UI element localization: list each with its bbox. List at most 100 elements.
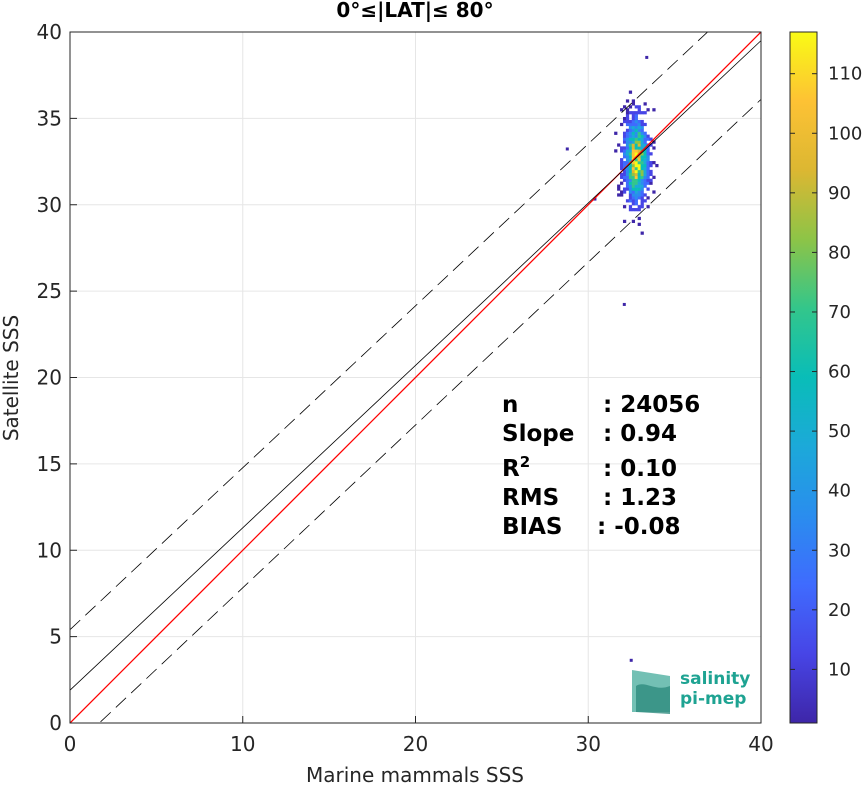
density-cell	[655, 163, 659, 168]
colorbar-tick-label: 90	[828, 183, 851, 204]
density-cell	[646, 155, 650, 159]
density-cell	[622, 134, 627, 138]
density-cell	[628, 105, 633, 109]
density-cell	[637, 140, 641, 144]
density-cell	[637, 184, 641, 188]
density-cell	[628, 208, 633, 212]
density-cell	[631, 140, 636, 144]
density-cell	[634, 152, 638, 156]
density-cell	[628, 181, 633, 185]
density-cell	[631, 137, 636, 141]
density-cell	[640, 131, 644, 135]
density-cell	[625, 158, 630, 162]
density-cell	[643, 152, 647, 156]
density-cell	[622, 169, 627, 174]
stat-value: : 0.94	[603, 421, 677, 447]
stat-value: : 24056	[603, 392, 700, 418]
density-cell	[643, 175, 647, 179]
density-cell	[631, 128, 636, 132]
density-cell	[631, 143, 636, 147]
density-cell	[646, 175, 650, 179]
density-cell	[631, 119, 636, 124]
density-cell	[640, 199, 644, 203]
density-cell	[637, 175, 641, 179]
density-cell	[637, 216, 641, 221]
x-tick-label: 40	[748, 732, 773, 756]
density-cell	[628, 155, 633, 159]
density-cell	[628, 90, 633, 94]
density-cell	[634, 137, 638, 141]
density-cell	[614, 131, 618, 135]
density-cell	[625, 143, 630, 147]
density-cell	[625, 116, 630, 121]
density-cell	[646, 108, 650, 112]
colorbar-tick-label: 110	[828, 64, 862, 85]
density-cell	[637, 208, 641, 212]
density-cell	[637, 149, 641, 153]
density-cell	[637, 187, 641, 191]
fit-lines	[70, 32, 761, 723]
y-tick-label: 30	[37, 193, 62, 217]
density-cell	[622, 161, 627, 165]
density-cell	[637, 161, 641, 165]
density-cell	[634, 163, 638, 168]
y-tick-label: 0	[49, 711, 62, 735]
density-cell	[631, 146, 636, 150]
density-cell	[640, 125, 644, 130]
density-cell	[620, 193, 624, 197]
density-cell	[640, 143, 644, 147]
density-cell	[622, 119, 627, 124]
stat-value: : 1.23	[603, 485, 677, 511]
density-cell	[634, 105, 638, 109]
density-cell	[643, 163, 647, 168]
dashed-bound-line	[70, 32, 709, 631]
density-cell	[628, 184, 633, 188]
density-cell	[625, 114, 630, 118]
stat-label: Slope	[502, 421, 574, 447]
density-cell	[637, 122, 641, 127]
colorbar-tick-label: 40	[828, 481, 851, 502]
density-cell	[637, 111, 641, 115]
colorbar-tick-label: 50	[828, 421, 851, 442]
density-cell	[631, 111, 636, 115]
density-cell	[625, 169, 630, 174]
density-cell	[625, 140, 630, 144]
density-cell	[634, 143, 638, 147]
axis-ticks: 0 10 20 30 40 0 5 10 15 20 25 30 35 40	[37, 20, 774, 756]
density-cell	[622, 175, 627, 179]
density-cell	[637, 146, 641, 150]
density-cell	[628, 149, 633, 153]
y-tick-label: 35	[37, 106, 62, 130]
density-cell	[634, 193, 638, 197]
logo-text-line1: salinity	[680, 669, 750, 689]
logo-wave-icon-2	[636, 684, 670, 714]
density-cell	[643, 172, 647, 177]
density-cell	[620, 146, 624, 150]
density-cell	[637, 190, 641, 194]
density-cell	[643, 111, 647, 115]
density-cell	[640, 184, 644, 188]
density-cell	[643, 193, 647, 197]
density-cell	[628, 140, 633, 144]
density-cell	[625, 161, 630, 165]
density-cell	[640, 137, 644, 141]
density-cell	[646, 187, 650, 191]
density-cell	[643, 169, 647, 174]
density-cell	[620, 161, 624, 165]
density-cell	[628, 128, 633, 132]
density-cell	[637, 205, 641, 209]
stat-label: RMS	[502, 485, 559, 511]
density-cell	[628, 205, 633, 209]
density-cell	[631, 190, 636, 194]
density-cell	[614, 149, 618, 153]
density-cell	[622, 137, 627, 141]
density-cell	[631, 152, 636, 156]
density-cell	[628, 172, 633, 177]
x-tick-label: 20	[403, 732, 428, 756]
density-cell	[625, 137, 630, 141]
density-cell	[640, 187, 644, 191]
density-cell	[637, 134, 641, 138]
density-cell	[622, 116, 627, 121]
density-cell	[637, 155, 641, 159]
density-cell	[620, 158, 624, 162]
